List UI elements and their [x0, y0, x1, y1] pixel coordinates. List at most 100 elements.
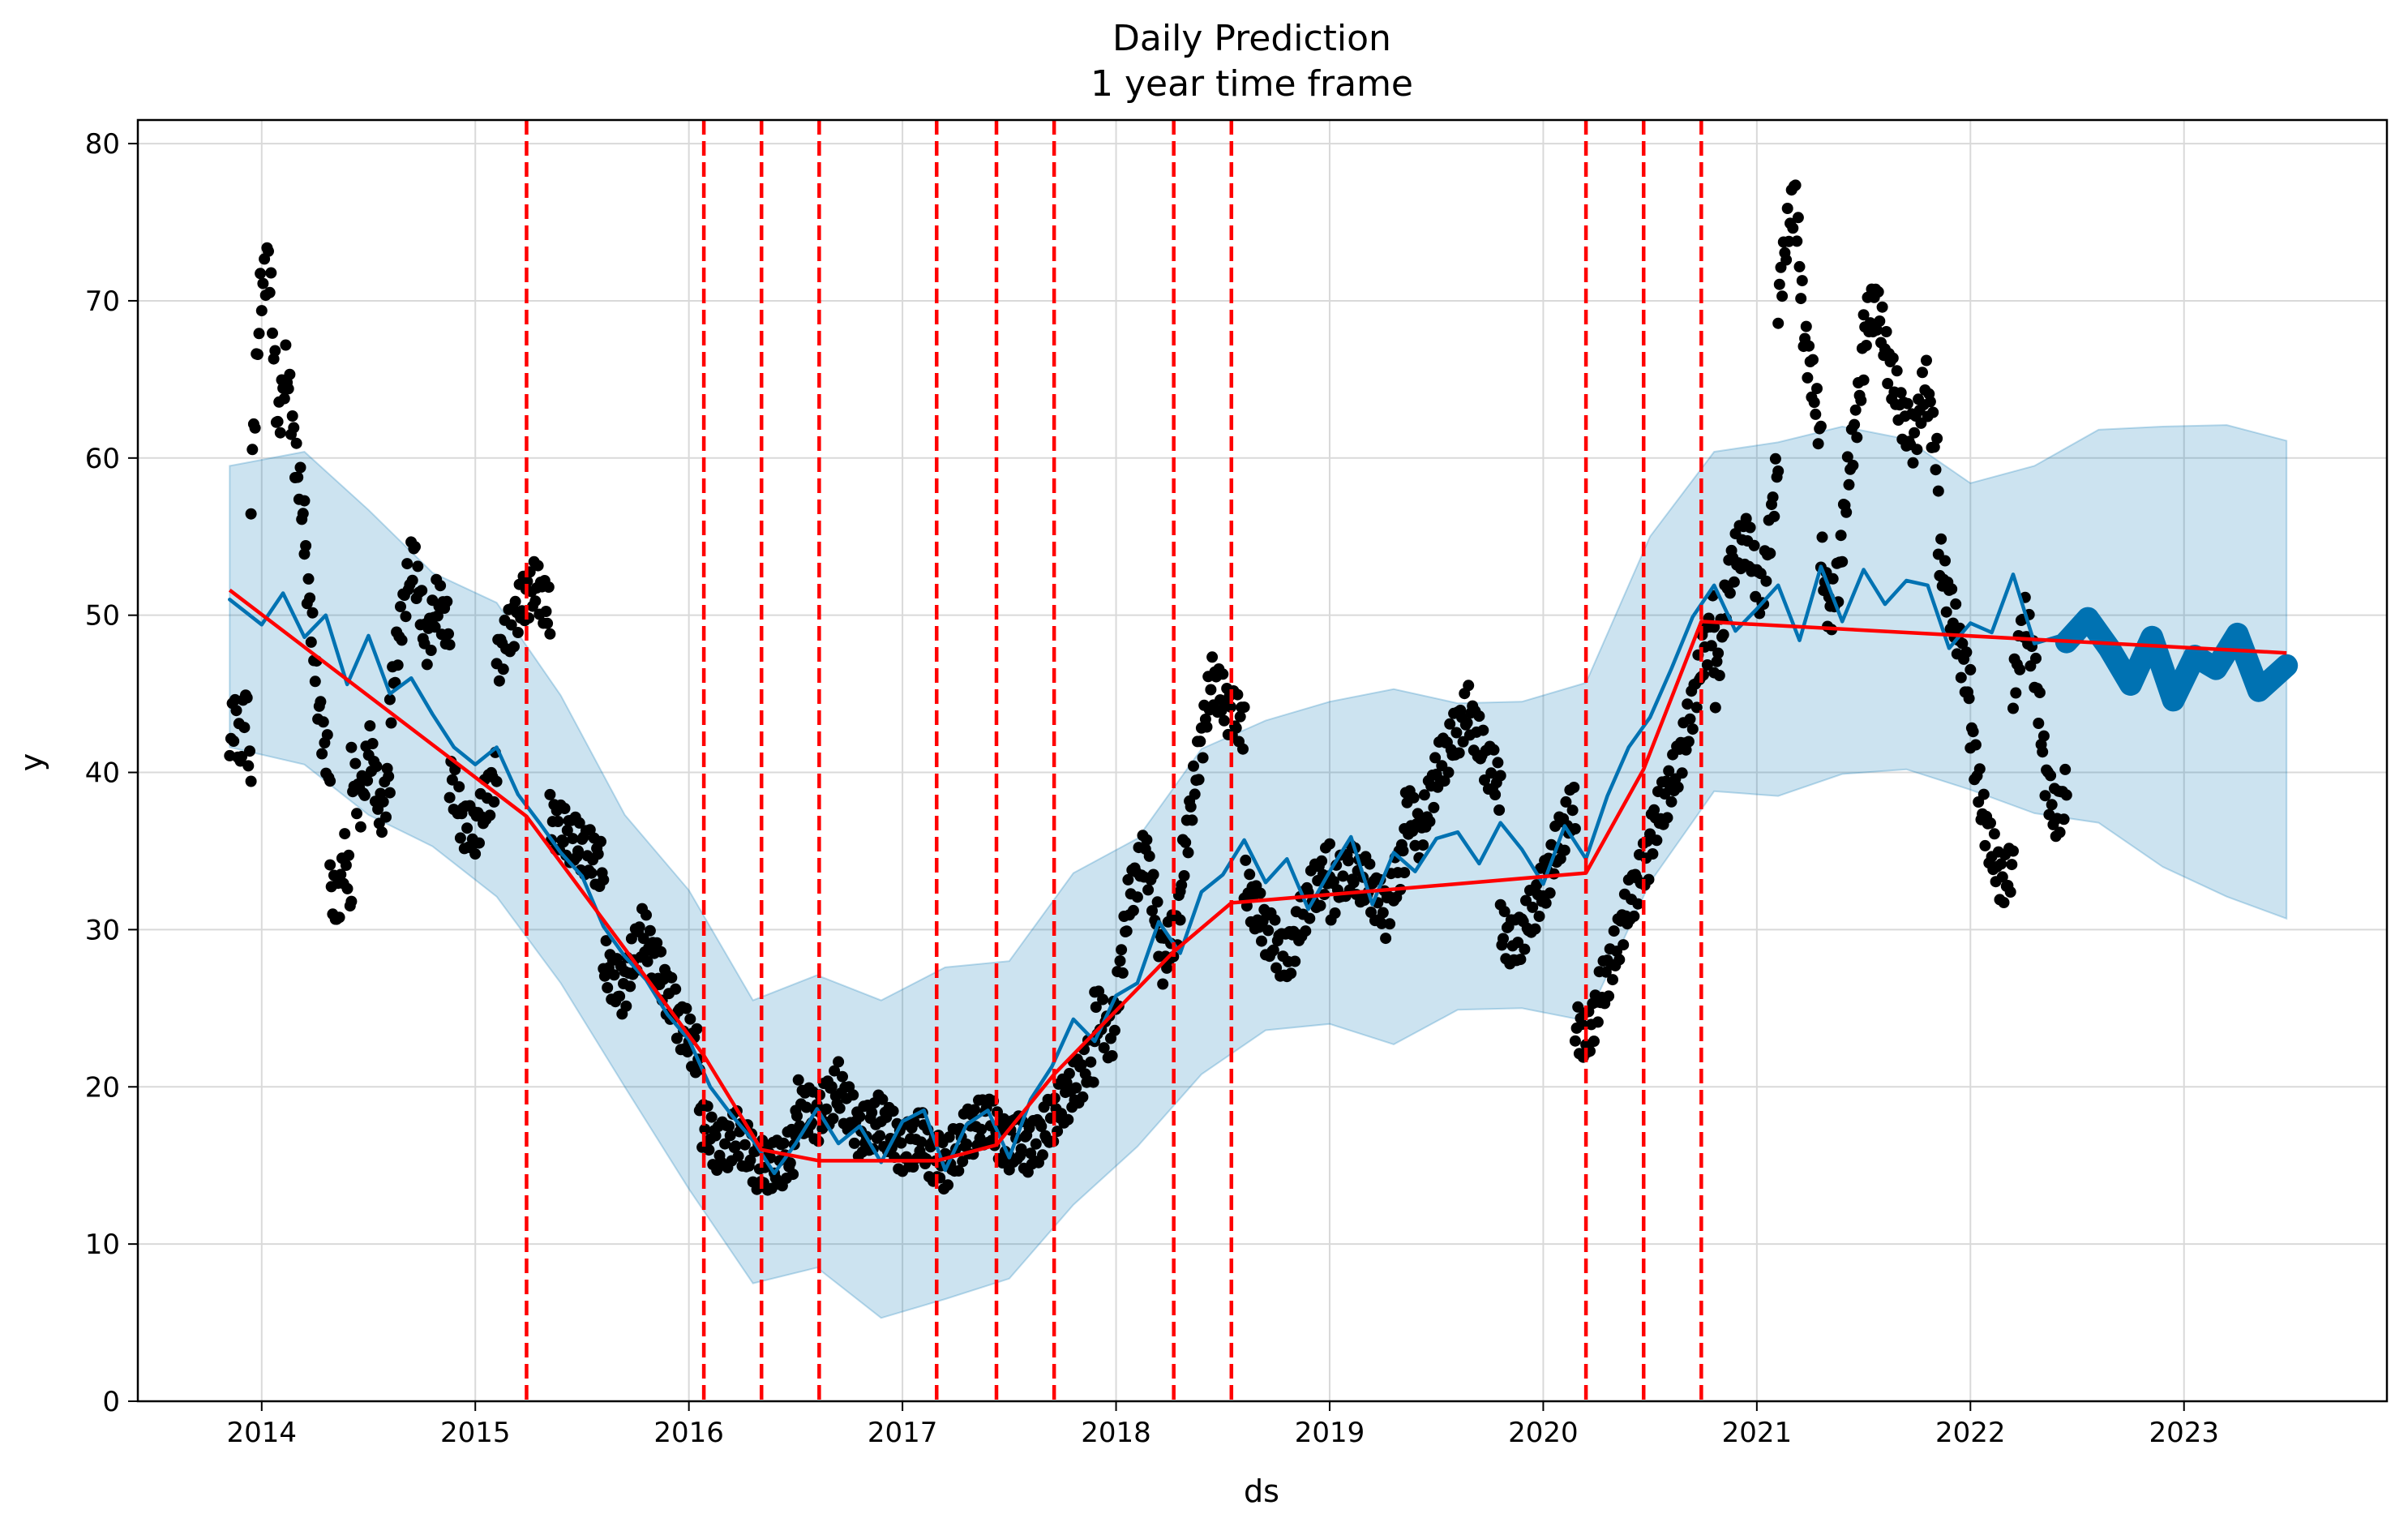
observed-point — [1473, 710, 1485, 723]
observed-point — [263, 245, 274, 257]
observed-point — [1256, 935, 1267, 947]
observed-point — [2033, 718, 2045, 729]
observed-point — [2054, 826, 2066, 838]
observed-point — [1843, 478, 1855, 491]
observed-point — [343, 849, 355, 861]
observed-point — [1151, 896, 1163, 908]
y-tick-label: 60 — [85, 443, 120, 475]
observed-point — [383, 770, 395, 783]
observed-point — [236, 751, 248, 762]
observed-point — [1965, 663, 1977, 675]
observed-point — [249, 422, 261, 434]
observed-point — [1348, 877, 1360, 889]
observed-point — [1672, 781, 1684, 793]
observed-point — [561, 825, 573, 836]
observed-point — [1097, 993, 1109, 1006]
observed-point — [1895, 387, 1907, 399]
observed-point — [544, 628, 556, 640]
observed-point — [1515, 954, 1527, 966]
observed-point — [739, 1139, 751, 1151]
observed-point — [228, 735, 240, 747]
observed-point — [1807, 354, 1819, 366]
observed-point — [876, 1093, 889, 1105]
observed-point — [1070, 1082, 1082, 1094]
observed-point — [1768, 510, 1780, 522]
observed-point — [1708, 621, 1720, 633]
observed-point — [1304, 912, 1316, 924]
observed-point — [1527, 901, 1539, 913]
observed-point — [294, 461, 306, 474]
y-axis-label: y — [14, 753, 49, 772]
observed-point — [1217, 668, 1229, 680]
x-tick-label: 2017 — [868, 1417, 938, 1449]
observed-point — [242, 760, 255, 772]
observed-point — [1442, 766, 1455, 778]
observed-point — [1901, 397, 1913, 410]
observed-point — [1847, 459, 1859, 471]
observed-point — [1682, 735, 1695, 748]
observed-point — [431, 610, 443, 622]
observed-point — [847, 1089, 859, 1101]
observed-point — [784, 1157, 796, 1169]
observed-point — [1429, 752, 1442, 764]
observed-point — [585, 867, 598, 879]
observed-point — [284, 368, 296, 380]
observed-point — [1917, 367, 1928, 379]
observed-point — [1176, 879, 1188, 891]
observed-point — [443, 628, 454, 640]
observed-point — [821, 1103, 833, 1115]
y-tick-label: 70 — [85, 285, 120, 318]
observed-point — [827, 1113, 839, 1125]
y-axis-ticks: 0 10 20 30 40 50 60 70 80 — [85, 128, 138, 1418]
observed-point — [1628, 910, 1640, 922]
observed-point — [1230, 722, 1242, 734]
observed-point — [680, 1002, 692, 1014]
observed-point — [1300, 925, 1312, 937]
observed-point — [1254, 887, 1266, 899]
chart-title: Daily Prediction — [1112, 18, 1391, 59]
observed-point — [230, 705, 242, 717]
observed-point — [1744, 521, 1756, 534]
observed-point — [306, 607, 319, 619]
observed-point — [392, 659, 404, 671]
observed-point — [1793, 260, 1806, 272]
observed-point — [825, 1081, 838, 1093]
observed-point — [1705, 640, 1717, 652]
observed-point — [532, 560, 544, 572]
observed-point — [1498, 933, 1509, 945]
y-tick-label: 20 — [85, 1071, 120, 1104]
observed-point — [1267, 944, 1279, 956]
observed-point — [895, 1137, 907, 1149]
observed-point — [267, 327, 278, 339]
observed-point — [1533, 911, 1545, 922]
observed-point — [1960, 646, 1973, 658]
observed-point — [396, 634, 408, 646]
observed-point — [1682, 698, 1694, 710]
observed-point — [269, 345, 281, 357]
observed-point — [449, 764, 461, 775]
observed-point — [744, 1154, 756, 1166]
observed-point — [505, 619, 517, 631]
observed-point — [376, 826, 388, 838]
observed-point — [1558, 844, 1570, 856]
observed-point — [655, 946, 667, 958]
observed-point — [383, 787, 396, 799]
observed-point — [1783, 235, 1795, 247]
observed-point — [324, 859, 336, 871]
observed-point — [1399, 867, 1411, 879]
observed-point — [1262, 924, 1275, 937]
observed-point — [1787, 222, 1799, 234]
observed-point — [961, 1139, 973, 1150]
y-tick-label: 10 — [85, 1229, 120, 1261]
observed-point — [1189, 788, 1201, 800]
observed-point — [791, 1110, 803, 1122]
observed-point — [787, 1169, 799, 1181]
observed-point — [1194, 735, 1206, 748]
observed-point — [557, 836, 569, 848]
observed-point — [705, 1111, 718, 1123]
x-tick-label: 2015 — [440, 1417, 511, 1449]
observed-point — [1728, 576, 1740, 588]
observed-point — [473, 837, 485, 849]
observed-point — [280, 339, 292, 351]
observed-point — [682, 1046, 693, 1058]
